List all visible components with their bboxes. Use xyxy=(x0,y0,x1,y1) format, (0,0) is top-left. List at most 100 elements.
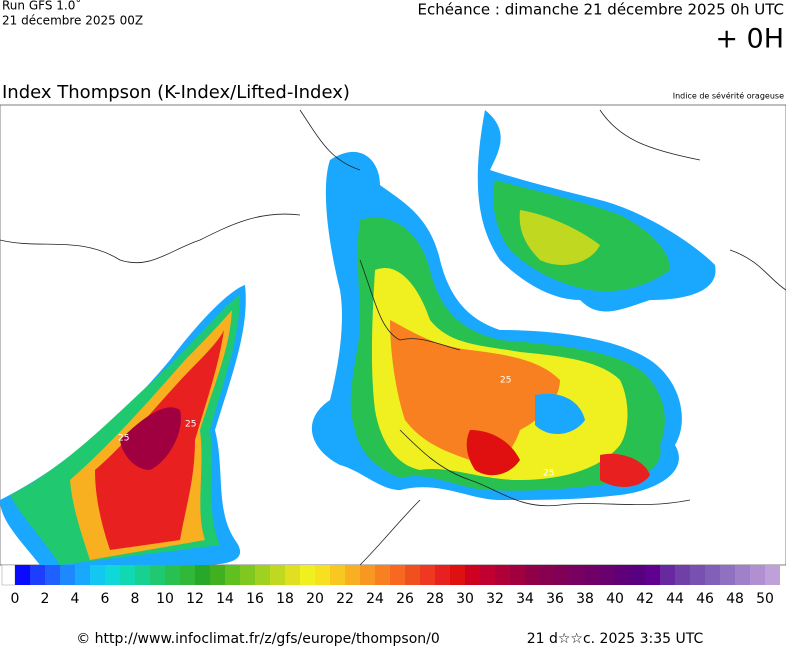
colorbar-swatch xyxy=(90,565,105,585)
colorbar-swatch xyxy=(510,565,525,585)
colorbar-tick-label: 14 xyxy=(216,591,234,607)
colorbar-tick-label: 8 xyxy=(131,591,140,607)
colorbar-swatch xyxy=(315,565,330,585)
colorbar-swatch xyxy=(240,565,255,585)
field-area xyxy=(120,407,181,470)
colorbar-swatch xyxy=(660,565,675,585)
field-area xyxy=(466,430,520,476)
colorbar-swatch xyxy=(435,565,450,585)
run-label: Run GFS 1.0˚ xyxy=(2,0,81,13)
colorbar: 0 2 4 6 8 10 12 14 16 18 20 22 24 26 28 30 32 34 36 38 40 42 4… xyxy=(1,564,780,607)
colorbar-tick-label: 18 xyxy=(276,591,294,607)
colorbar-swatch xyxy=(60,565,75,585)
colorbar-swatch xyxy=(375,565,390,585)
field-area xyxy=(535,393,585,435)
map-label: 25 xyxy=(500,376,511,386)
map-title: Index Thompson (K-Index/Lifted-Index) xyxy=(2,82,350,103)
map: 25 25 25 25 xyxy=(0,104,786,566)
map-label: 25 xyxy=(543,469,554,479)
colorbar-swatch xyxy=(570,565,585,585)
colorbar-tick-label: 50 xyxy=(756,591,774,607)
colorbar-swatch xyxy=(120,565,135,585)
colorbar-swatch xyxy=(360,565,375,585)
map-subtitle: Indice de sévérité orageuse xyxy=(673,91,784,101)
colorbar-swatch xyxy=(465,565,480,585)
colorbar-swatch xyxy=(210,565,225,585)
colorbar-tick-label: 38 xyxy=(576,591,594,607)
colorbar-swatch xyxy=(75,565,90,585)
colorbar-swatch xyxy=(480,565,495,585)
colorbar-swatch xyxy=(675,565,690,585)
colorbar-tick-label: 6 xyxy=(101,591,110,607)
colorbar-tick-label: 28 xyxy=(426,591,444,607)
colorbar-blank xyxy=(1,564,16,586)
colorbar-swatch xyxy=(345,565,360,585)
colorbar-swatch xyxy=(645,565,660,585)
colorbar-tick-label: 12 xyxy=(186,591,204,607)
colorbar-swatch xyxy=(495,565,510,585)
map-label: 25 xyxy=(185,420,196,430)
colorbar-swatch xyxy=(165,565,180,585)
source-url: © http://www.infoclimat.fr/z/gfs/europe/… xyxy=(76,631,440,647)
colorbar-tick-label: 36 xyxy=(546,591,564,607)
colorbar-swatch xyxy=(255,565,270,585)
colorbar-swatch xyxy=(285,565,300,585)
colorbar-swatch xyxy=(405,565,420,585)
run-date: 21 décembre 2025 00Z xyxy=(2,14,143,28)
colorbar-swatch xyxy=(525,565,540,585)
colorbar-swatch xyxy=(270,565,285,585)
colorbar-tick-label: 40 xyxy=(606,591,624,607)
field-area xyxy=(600,453,650,487)
colorbar-swatch xyxy=(105,565,120,585)
colorbar-tick-label: 30 xyxy=(456,591,474,607)
colorbar-swatch xyxy=(180,565,195,585)
colorbar-swatch xyxy=(615,565,630,585)
colorbar-tick-label: 24 xyxy=(366,591,384,607)
colorbar-swatch xyxy=(300,565,315,585)
colorbar-tick-label: 26 xyxy=(396,591,414,607)
colorbar-tick-label: 10 xyxy=(156,591,174,607)
colorbar-tick-label: 16 xyxy=(246,591,264,607)
colorbar-tick-label: 4 xyxy=(71,591,80,607)
colorbar-swatch xyxy=(540,565,555,585)
colorbar-tick-label: 22 xyxy=(336,591,354,607)
colorbar-tick-label: 20 xyxy=(306,591,324,607)
colorbar-swatch xyxy=(150,565,165,585)
colorbar-swatch xyxy=(630,565,645,585)
colorbar-swatch xyxy=(735,565,750,585)
colorbar-tick-label: 0 xyxy=(11,591,20,607)
coastline xyxy=(0,109,786,566)
colorbar-tick-label: 32 xyxy=(486,591,504,607)
colorbar-tick-label: 46 xyxy=(696,591,714,607)
colorbar-swatch xyxy=(720,565,735,585)
colorbar-swatch xyxy=(420,565,435,585)
colorbar-swatch xyxy=(585,565,600,585)
map-label: 25 xyxy=(118,434,129,444)
colorbar-swatch xyxy=(600,565,615,585)
colorbar-swatch xyxy=(390,565,405,585)
colorbar-swatch xyxy=(330,565,345,585)
colorbar-swatch xyxy=(30,565,45,585)
colorbar-tick-label: 42 xyxy=(636,591,654,607)
colorbar-swatch xyxy=(750,565,765,585)
colorbar-tick-label: 44 xyxy=(666,591,684,607)
lead-time: + 0H xyxy=(715,24,784,55)
colorbar-tick-label: 2 xyxy=(41,591,50,607)
colorbar-swatch xyxy=(135,565,150,585)
colorbar-swatch xyxy=(555,565,570,585)
colorbar-swatch xyxy=(15,565,30,585)
valid-time: Echéance : dimanche 21 décembre 2025 0h … xyxy=(417,1,784,19)
colorbar-swatch xyxy=(225,565,240,585)
colorbar-swatch xyxy=(705,565,720,585)
colorbar-swatch xyxy=(195,565,210,585)
field-area xyxy=(390,320,560,464)
field-area xyxy=(519,210,600,265)
colorbar-swatch xyxy=(45,565,60,585)
colorbar-swatch xyxy=(765,565,780,585)
colorbar-tick-label: 34 xyxy=(516,591,534,607)
colorbar-tick-label: 48 xyxy=(726,591,744,607)
timestamp: 21 d☆☆c. 2025 3:35 UTC xyxy=(527,631,704,647)
colorbar-swatch xyxy=(450,565,465,585)
